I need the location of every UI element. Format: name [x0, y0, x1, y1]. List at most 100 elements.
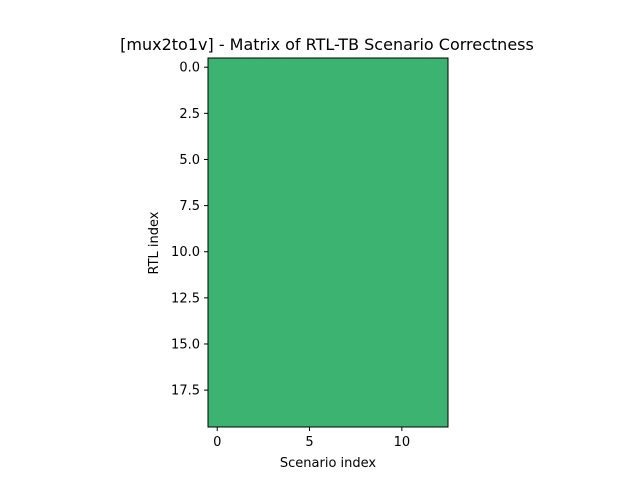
y-tick-label: 10.0 [171, 245, 200, 260]
heatmap-cell [226, 371, 246, 391]
heatmap-cell [392, 334, 412, 354]
heatmap-cell [208, 297, 227, 317]
heatmap-cell [263, 187, 283, 207]
heatmap-cell [392, 353, 412, 373]
heatmap-cell [355, 76, 375, 96]
heatmap-cell [374, 316, 394, 336]
heatmap-cell [281, 371, 301, 391]
heatmap-cell [411, 113, 431, 133]
heatmap-cell [337, 187, 357, 207]
heatmap-cell [337, 371, 357, 391]
heatmap-cell [263, 150, 283, 170]
heatmap-cell [355, 353, 375, 373]
heatmap-cell [337, 242, 357, 262]
heatmap-cell [355, 131, 375, 151]
heatmap-cell [392, 316, 412, 336]
heatmap-cell [244, 390, 264, 410]
heatmap-cell [208, 316, 227, 336]
heatmap-cell [355, 205, 375, 225]
y-tick-label: 12.5 [171, 291, 200, 306]
heatmap-cell [263, 168, 283, 188]
heatmap-cell [244, 260, 264, 280]
heatmap-cell [300, 94, 320, 114]
heatmap-cell [429, 168, 449, 188]
heatmap-cell [300, 58, 320, 77]
heatmap-cell [318, 205, 338, 225]
heatmap-cell [429, 408, 449, 428]
heatmap-cell [411, 408, 431, 428]
heatmap-cell [263, 408, 283, 428]
heatmap-cell [244, 113, 264, 133]
x-tick-label: 0 [213, 435, 221, 450]
heatmap-cell [411, 390, 431, 410]
heatmap-cell [300, 371, 320, 391]
heatmap-cell [300, 76, 320, 96]
heatmap-cell [337, 76, 357, 96]
heatmap-cell [300, 353, 320, 373]
heatmap-cell [318, 353, 338, 373]
heatmap-cell [318, 260, 338, 280]
heatmap-cell [392, 224, 412, 243]
heatmap-cell [226, 131, 246, 151]
heatmap-cell [281, 205, 301, 225]
heatmap-cell [355, 242, 375, 262]
x-tick-label: 5 [305, 435, 313, 450]
heatmap-cell [226, 205, 246, 225]
heatmap-cell [392, 297, 412, 317]
y-tick-label: 17.5 [171, 384, 200, 399]
heatmap-cell [208, 242, 227, 262]
heatmap-cell [226, 390, 246, 410]
heatmap-cell [300, 150, 320, 170]
heatmap-cell [374, 205, 394, 225]
heatmap-cell [411, 58, 431, 77]
heatmap-cell [429, 297, 449, 317]
heatmap-cell [281, 187, 301, 207]
heatmap-cell [392, 187, 412, 207]
heatmap-cell [355, 113, 375, 133]
heatmap-cell [318, 113, 338, 133]
heatmap-cell [429, 371, 449, 391]
heatmap-cell [226, 168, 246, 188]
heatmap-cell [281, 113, 301, 133]
heatmap-cell [355, 150, 375, 170]
heatmap-cell [208, 279, 227, 299]
heatmap-cell [318, 58, 338, 77]
heatmap-cell [374, 371, 394, 391]
heatmap-cell [263, 353, 283, 373]
heatmap-cell [411, 353, 431, 373]
heatmap-cell [429, 334, 449, 354]
heatmap-cell [411, 205, 431, 225]
heatmap-cell [318, 131, 338, 151]
heatmap-cell [300, 297, 320, 317]
heatmap-cell [337, 334, 357, 354]
heatmap-cell [337, 279, 357, 299]
chart-title: [mux2to1v] - Matrix of RTL-TB Scenario C… [120, 35, 534, 54]
heatmap-cell [392, 242, 412, 262]
heatmap-cell [281, 334, 301, 354]
heatmap-cell [226, 242, 246, 262]
heatmap-cell [244, 408, 264, 428]
heatmap-cell [208, 371, 227, 391]
heatmap-cell [263, 260, 283, 280]
heatmap-cell [355, 260, 375, 280]
heatmap-cell [244, 371, 264, 391]
heatmap-cell [244, 131, 264, 151]
heatmap-cell [374, 94, 394, 114]
heatmap-cell [318, 94, 338, 114]
heatmap-cell [355, 224, 375, 243]
heatmap-cell [318, 371, 338, 391]
plot-frame [207, 57, 449, 428]
heatmap-cell [263, 131, 283, 151]
y-tick-label: 2.5 [179, 107, 200, 122]
heatmap-cell [337, 58, 357, 77]
heatmap-cell [355, 297, 375, 317]
heatmap-cell [281, 150, 301, 170]
heatmap-cell [226, 58, 246, 77]
heatmap-cell [208, 205, 227, 225]
heatmap-cell [392, 58, 412, 77]
heatmap-cell [411, 371, 431, 391]
heatmap-cell [392, 279, 412, 299]
heatmap-cell [374, 131, 394, 151]
heatmap-cell [300, 390, 320, 410]
heatmap-cell [318, 168, 338, 188]
